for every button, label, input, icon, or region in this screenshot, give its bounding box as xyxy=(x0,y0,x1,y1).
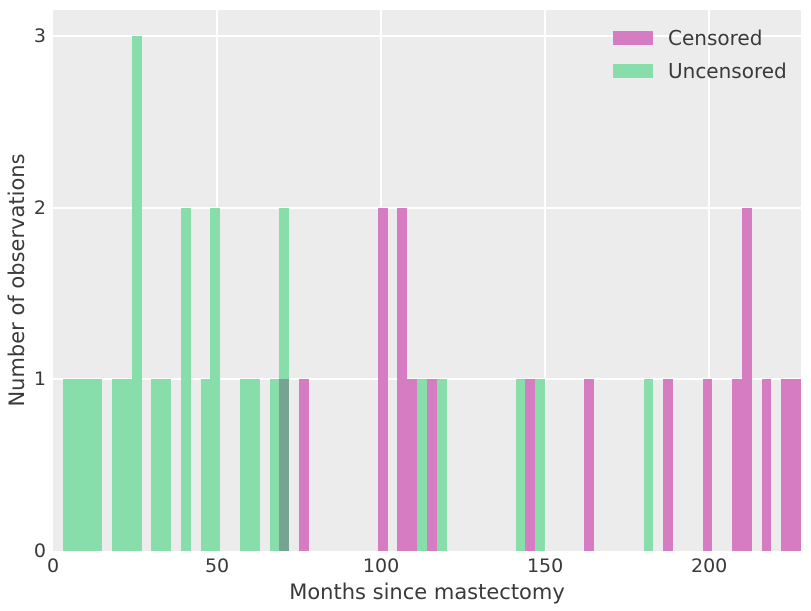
histogram-bar-censored-162 xyxy=(584,379,594,551)
histogram-bar-uncensored-57 xyxy=(240,379,250,551)
histogram-bar-uncensored-60 xyxy=(250,379,260,551)
histogram-bar-censored-144 xyxy=(525,379,535,551)
x-axis-label: Months since mastectomy xyxy=(289,580,565,604)
histogram-bar-censored-222 xyxy=(781,379,791,551)
gridline-x-200 xyxy=(708,10,710,551)
legend-label-uncensored: Uncensored xyxy=(668,59,787,83)
x-tick-label-100: 100 xyxy=(362,555,400,577)
histogram-bar-censored-207 xyxy=(732,379,742,551)
histogram-bar-uncensored-12 xyxy=(92,379,102,551)
histogram-bar-censored-108 xyxy=(407,379,417,551)
histogram-bar-uncensored-147 xyxy=(535,379,545,551)
histogram-bar-censored-69 xyxy=(279,379,289,551)
histogram-bar-censored-210 xyxy=(742,208,752,551)
histogram-bar-censored-75 xyxy=(299,379,309,551)
x-tick-label-0: 0 xyxy=(46,555,60,577)
histogram-bar-uncensored-141 xyxy=(516,379,525,551)
histogram-bar-uncensored-18 xyxy=(112,379,122,551)
legend-entry-censored: Censored xyxy=(613,28,787,48)
x-tick-label-200: 200 xyxy=(690,555,728,577)
histogram-bar-uncensored-48 xyxy=(210,208,220,551)
histogram-bar-uncensored-9 xyxy=(83,379,92,551)
x-tick-label-50: 50 xyxy=(204,555,230,577)
histogram-bar-uncensored-21 xyxy=(122,379,132,551)
histogram-bar-censored-225 xyxy=(791,379,801,551)
histogram-bar-censored-105 xyxy=(397,208,407,551)
legend-label-censored: Censored xyxy=(668,26,763,50)
histogram-bar-uncensored-45 xyxy=(201,379,210,551)
gridline-y-2 xyxy=(53,207,801,209)
histogram-bar-uncensored-66 xyxy=(270,379,279,551)
y-tick-label-1: 1 xyxy=(33,368,46,391)
histogram-bar-censored-186 xyxy=(663,379,673,551)
gridline-x-150 xyxy=(544,10,546,551)
histogram-bar-uncensored-33 xyxy=(161,379,171,551)
x-tick-label-150: 150 xyxy=(526,555,564,577)
legend: Censored Uncensored xyxy=(613,28,787,94)
y-tick-label-3: 3 xyxy=(33,24,46,47)
plot-area: Censored Uncensored xyxy=(53,10,801,551)
histogram-bar-uncensored-117 xyxy=(437,379,447,551)
gridline-y-3 xyxy=(53,35,801,37)
censored-swatch-icon xyxy=(613,31,653,45)
histogram-bar-uncensored-180 xyxy=(644,379,653,551)
uncensored-swatch-icon xyxy=(613,64,653,78)
histogram-bar-uncensored-6 xyxy=(73,379,83,551)
histogram-bar-censored-99 xyxy=(378,208,388,551)
histogram-bar-uncensored-39 xyxy=(181,208,191,551)
histogram-bar-censored-114 xyxy=(427,379,437,551)
legend-entry-uncensored: Uncensored xyxy=(613,61,787,81)
histogram-bar-uncensored-111 xyxy=(417,379,427,551)
histogram-bar-uncensored-24 xyxy=(132,36,142,551)
y-tick-label-2: 2 xyxy=(33,196,46,219)
histogram-bar-uncensored-3 xyxy=(63,379,73,551)
histogram-bar-censored-216 xyxy=(762,379,771,551)
histogram-bar-uncensored-30 xyxy=(151,379,161,551)
histogram-bar-censored-198 xyxy=(703,379,712,551)
y-tick-label-0: 0 xyxy=(33,540,46,562)
